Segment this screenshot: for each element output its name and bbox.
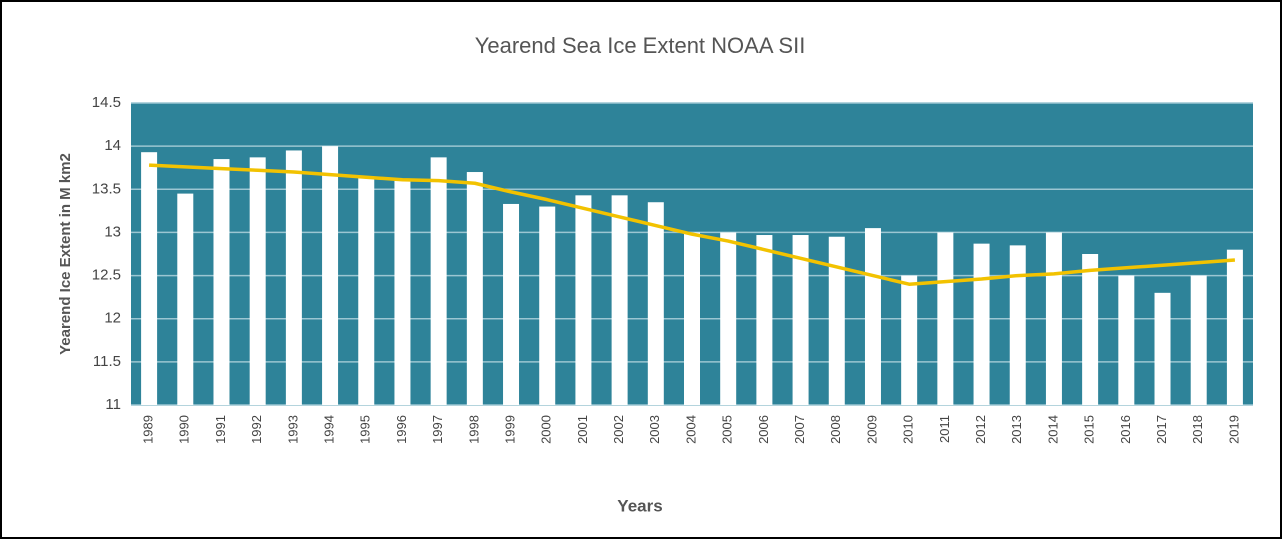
bar (792, 235, 809, 405)
bar (322, 146, 339, 405)
bar (1082, 254, 1099, 405)
x-tick-label: 1993 (285, 415, 300, 444)
bar (756, 235, 773, 405)
bar (177, 193, 194, 405)
x-tick-label: 2004 (683, 415, 698, 444)
x-tick-label: 1990 (177, 415, 192, 444)
y-tick-label: 14 (104, 137, 121, 154)
bar (430, 157, 447, 405)
bar (828, 236, 845, 405)
y-tick-label: 13.5 (92, 180, 121, 197)
y-tick-label: 12 (104, 310, 121, 327)
x-tick-label: 2017 (1154, 415, 1169, 444)
bar (503, 203, 520, 405)
x-tick-label: 2008 (828, 415, 843, 444)
bar (213, 159, 230, 405)
bar (864, 228, 881, 405)
x-tick-label: 1999 (502, 415, 517, 444)
bar (647, 202, 664, 405)
x-tick-label: 2001 (575, 415, 590, 444)
y-tick-label: 11 (105, 396, 121, 413)
bar (901, 275, 918, 405)
bar (539, 206, 556, 405)
bar (684, 232, 700, 405)
bar (1118, 275, 1135, 405)
bar (394, 180, 411, 405)
bar (249, 157, 266, 405)
x-tick-label: 1995 (358, 415, 373, 444)
bar (1190, 275, 1207, 405)
x-tick-label: 2016 (1118, 415, 1133, 444)
x-tick-label: 2014 (1045, 415, 1060, 444)
x-tick-label: 2010 (901, 415, 916, 444)
x-tick-label: 1997 (430, 415, 445, 444)
x-tick-label: 2019 (1226, 415, 1241, 444)
bar (1154, 292, 1171, 405)
bar (285, 150, 302, 405)
bar (1009, 245, 1026, 405)
x-tick-label: 2018 (1190, 415, 1205, 444)
x-tick-label: 2002 (611, 415, 626, 444)
y-tick-label: 14.5 (92, 94, 121, 111)
x-tick-label: 2006 (756, 415, 771, 444)
bar (358, 176, 375, 405)
x-tick-label: 2005 (720, 415, 735, 444)
x-tick-label: 2000 (539, 415, 554, 444)
x-tick-label: 2007 (792, 415, 807, 444)
y-tick-label: 11.5 (93, 353, 121, 370)
x-tick-label: 1989 (141, 415, 156, 444)
x-tick-label: 2011 (937, 415, 952, 443)
x-tick-label: 1992 (249, 415, 264, 444)
trend-line (149, 163, 1236, 286)
x-tick-label: 2003 (647, 415, 662, 444)
bar (141, 152, 158, 405)
x-tick-label: 1991 (213, 415, 228, 444)
x-tick-label: 1998 (466, 415, 481, 444)
x-tick-label: 2015 (1082, 415, 1097, 444)
chart-title: Yearend Sea Ice Extent NOAA SII (475, 33, 806, 58)
y-tick-label: 12.5 (92, 267, 121, 284)
bar (937, 232, 954, 405)
x-tick-label: 2012 (973, 415, 988, 444)
bar (1226, 249, 1243, 405)
y-tick-label: 13 (104, 223, 121, 240)
bar (973, 243, 990, 405)
x-tick-label: 2009 (864, 415, 879, 444)
x-tick-label: 1996 (394, 415, 409, 444)
bar (611, 195, 628, 405)
y-axis-label: Yearend Ice Extent in M km2 (57, 153, 74, 355)
x-axis-label: Years (617, 496, 662, 515)
bar (1045, 232, 1062, 405)
x-tick-label: 2013 (1009, 415, 1024, 444)
x-tick-label: 1994 (322, 415, 337, 444)
bar (720, 232, 737, 405)
bar (575, 195, 592, 405)
bar (466, 172, 483, 405)
